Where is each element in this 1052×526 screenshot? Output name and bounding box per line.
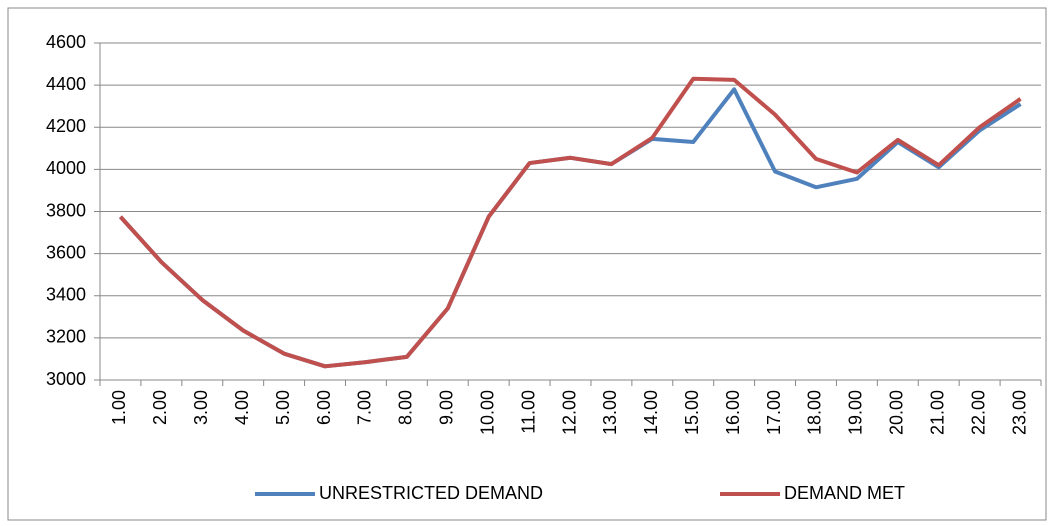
y-tick-label: 4400 xyxy=(46,74,86,94)
x-tick-label: 16.00 xyxy=(723,390,743,435)
x-tick-label: 6.00 xyxy=(314,390,334,425)
x-tick-label: 7.00 xyxy=(355,390,375,425)
legend-label: UNRESTRICTED DEMAND xyxy=(319,483,543,503)
y-tick-label: 3600 xyxy=(46,242,86,262)
x-tick-label: 20.00 xyxy=(887,390,907,435)
y-tick-label: 3400 xyxy=(46,285,86,305)
y-tick-label: 3200 xyxy=(46,327,86,347)
y-tick-label: 4000 xyxy=(46,158,86,178)
x-tick-label: 14.00 xyxy=(641,390,661,435)
x-tick-label: 10.00 xyxy=(477,390,497,435)
y-tick-label: 3000 xyxy=(46,369,86,389)
x-tick-label: 3.00 xyxy=(191,390,211,425)
x-tick-label: 21.00 xyxy=(927,390,947,435)
series-line xyxy=(118,76,1022,369)
x-tick-label: 15.00 xyxy=(682,390,702,435)
x-tick-label: 5.00 xyxy=(273,390,293,425)
x-tick-label: 11.00 xyxy=(518,390,538,434)
chart-frame xyxy=(7,7,1047,521)
x-tick-label: 12.00 xyxy=(559,390,579,435)
y-tick-label: 3800 xyxy=(46,200,86,220)
x-tick-label: 8.00 xyxy=(396,390,416,425)
x-tick-label: 1.00 xyxy=(109,390,129,425)
x-tick-label: 19.00 xyxy=(846,390,866,435)
x-tick-label: 23.00 xyxy=(1009,390,1029,435)
y-tick-label: 4200 xyxy=(46,116,86,136)
x-tick-label: 22.00 xyxy=(968,390,988,435)
legend-label: DEMAND MET xyxy=(784,483,905,503)
y-tick-label: 4600 xyxy=(46,32,86,52)
x-tick-label: 2.00 xyxy=(150,390,170,425)
x-tick-label: 13.00 xyxy=(600,390,620,435)
x-tick-label: 17.00 xyxy=(764,390,784,435)
x-tick-label: 4.00 xyxy=(232,390,252,425)
x-tick-label: 18.00 xyxy=(805,390,825,435)
x-tick-label: 9.00 xyxy=(437,390,457,425)
